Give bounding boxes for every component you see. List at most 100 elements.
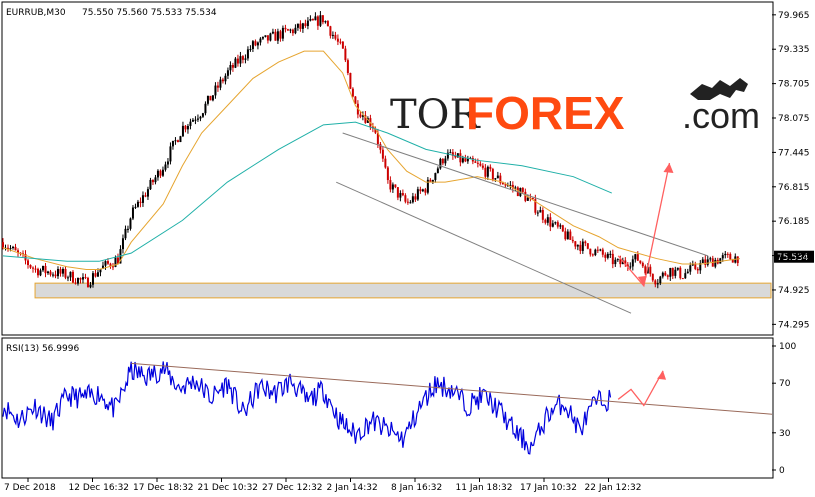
candle-body: [234, 58, 237, 68]
candle-body: [446, 152, 449, 159]
candle-body: [166, 161, 169, 165]
candle-body: [209, 95, 212, 101]
candle-body: [391, 184, 394, 190]
candle-body: [399, 193, 402, 198]
candle-body: [11, 246, 14, 249]
candle-body: [674, 269, 677, 276]
candle-body: [364, 115, 367, 123]
candle-body: [699, 263, 702, 271]
candle-body: [16, 250, 19, 253]
candle-body: [586, 243, 589, 249]
candle-body: [524, 191, 527, 201]
candle-body: [666, 275, 669, 277]
candle-body: [276, 31, 279, 41]
x-tick-label: 7 Dec 2018: [4, 483, 56, 493]
price-y-tick-label: 77.445: [778, 148, 810, 158]
forecast-arrowhead: [663, 163, 674, 174]
ma-slow-line: [2, 121, 612, 262]
candle-body: [621, 260, 624, 265]
candle-body: [641, 262, 644, 267]
candle-body: [726, 253, 729, 255]
candle-body: [216, 85, 219, 88]
candle-body: [121, 238, 124, 250]
candle-body: [164, 164, 167, 170]
candle-body: [509, 184, 512, 186]
candle-body: [169, 146, 172, 162]
candle-body: [411, 196, 414, 203]
candle-body: [466, 158, 469, 162]
x-tick-label: 17 Dec 18:32: [133, 483, 194, 493]
candle-body: [269, 33, 272, 41]
candle-body: [426, 179, 429, 193]
candle-body: [499, 175, 502, 183]
candle-body: [341, 41, 344, 49]
candle-body: [196, 118, 199, 120]
candle-body: [581, 241, 584, 251]
x-tick-label: 12 Dec 16:32: [69, 483, 130, 493]
candle-body: [14, 246, 17, 251]
candle-body: [636, 254, 639, 261]
candle-body: [279, 31, 282, 39]
candle-body: [141, 195, 144, 203]
candle-body: [609, 253, 612, 255]
candle-body: [736, 256, 739, 264]
candle-body: [74, 282, 77, 284]
candle-body: [591, 254, 594, 256]
candle-body: [629, 266, 632, 268]
candle-body: [461, 158, 464, 163]
candle-body: [704, 259, 707, 265]
candle-body: [299, 23, 302, 29]
candle-body: [659, 276, 662, 284]
candle-body: [159, 170, 162, 176]
current-price-tag: [774, 250, 814, 263]
candle-body: [351, 88, 354, 97]
candle-body: [349, 72, 352, 89]
candle-body: [204, 103, 207, 114]
candle-body: [281, 27, 284, 39]
candle-body: [679, 267, 682, 279]
candle-body: [246, 49, 249, 59]
candle-body: [684, 273, 687, 279]
candle-body: [151, 179, 154, 183]
channel-upper-line: [342, 132, 709, 257]
candle-body: [84, 277, 87, 279]
candle-body: [329, 26, 332, 36]
candle-body: [51, 274, 54, 276]
candle-body: [576, 244, 579, 247]
candle-body: [144, 195, 147, 197]
candle-body: [546, 217, 549, 223]
channel-lower-line: [336, 181, 632, 314]
candle-body: [564, 231, 567, 240]
current-price-label: 75.534: [777, 253, 809, 263]
candle-body: [604, 254, 607, 258]
candle-body: [266, 35, 269, 41]
candle-body: [339, 41, 342, 43]
candle-body: [476, 162, 479, 164]
candle-body: [321, 15, 324, 23]
candle-body: [201, 113, 204, 117]
candle-body: [206, 95, 209, 104]
rsi-forecast-arrowhead: [657, 370, 667, 380]
candle-body: [26, 260, 29, 266]
candle-body: [236, 58, 239, 64]
candle-body: [424, 189, 427, 193]
candle-body: [214, 85, 217, 96]
logo-forex: FOREX: [466, 87, 625, 139]
candle-body: [439, 158, 442, 169]
forecast-arrowhead-down: [637, 275, 647, 286]
x-tick-label: 22 Jan 12:32: [585, 483, 642, 493]
candle-body: [696, 268, 699, 271]
candle-body: [59, 269, 62, 274]
candle-body: [336, 38, 339, 42]
rsi-y-tick-label: 30: [779, 429, 791, 439]
logo-com: .com: [682, 95, 760, 136]
candle-body: [664, 272, 667, 276]
candle-body: [264, 35, 267, 37]
candle-body: [191, 119, 194, 122]
candle-body: [389, 180, 392, 190]
candle-body: [211, 95, 214, 101]
candle-body: [709, 258, 712, 260]
candle-body: [94, 273, 97, 277]
candle-body: [34, 268, 37, 270]
